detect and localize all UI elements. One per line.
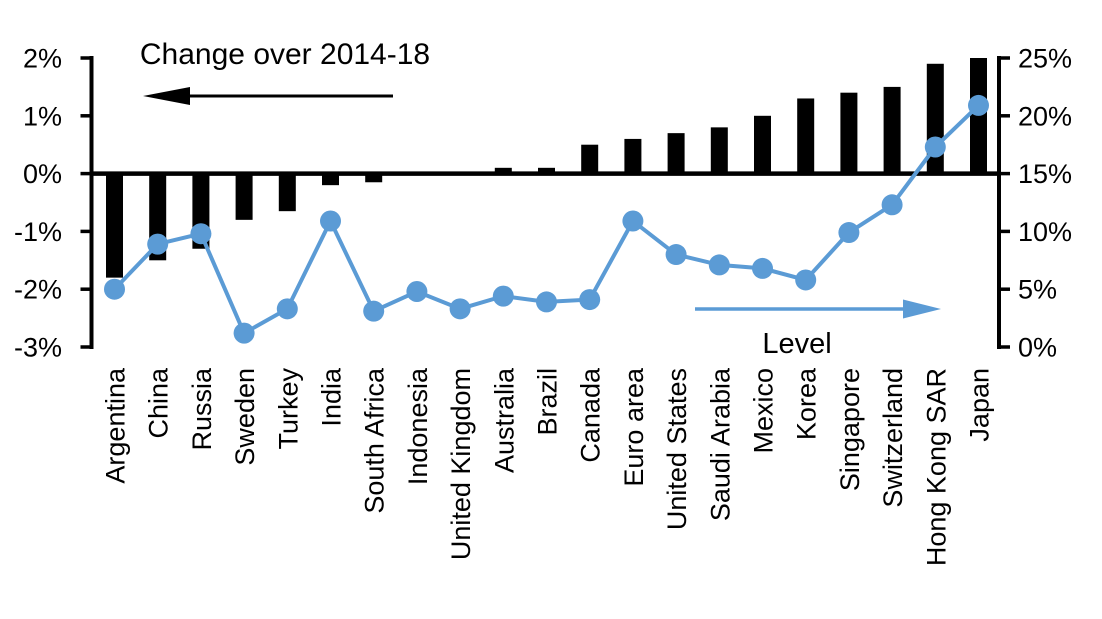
level-marker-Japan [968, 94, 989, 116]
level-marker-United Kingdom [449, 298, 471, 320]
bar-Canada [581, 144, 599, 174]
x-axis-label-Canada: Canada [576, 367, 606, 463]
level-marker-Sweden [233, 322, 255, 344]
level-marker-Saudi Arabia [708, 254, 730, 276]
line-series-label: Level [762, 328, 831, 360]
x-axis-label-Sweden: Sweden [230, 368, 260, 466]
bar-India [322, 173, 339, 186]
left-axis-tick-label: 0% [23, 159, 62, 189]
bar-United States [667, 133, 685, 174]
bar-Sweden [235, 173, 253, 220]
bar-Korea [797, 98, 815, 174]
level-marker-Singapore [838, 222, 860, 244]
right-axis-tick-label: 10% [1018, 217, 1072, 247]
left-axis-tick-label: 1% [23, 101, 62, 131]
x-axis-label-Russia: Russia [187, 367, 217, 451]
x-axis-label-Indonesia: Indonesia [403, 367, 433, 485]
x-axis-label-Euro area: Euro area [619, 367, 649, 487]
left-axis-tick-label: -1% [14, 217, 62, 247]
right-axis-tick-label: 5% [1018, 275, 1057, 305]
bar-Mexico [754, 115, 771, 174]
x-axis-label-South Africa: South Africa [360, 367, 390, 514]
right-arrow-icon [695, 299, 941, 319]
bar-series-label: Change over 2014-18 [140, 38, 430, 71]
x-axis-label-China: China [144, 367, 174, 439]
level-marker-United States [665, 244, 687, 266]
right-axis-tick-label: 25% [1018, 44, 1072, 74]
bar-South Africa [365, 173, 383, 183]
bar-Australia [494, 167, 512, 174]
left-axis-tick-label: -3% [14, 333, 62, 363]
level-marker-Argentina [104, 278, 125, 300]
bar-Singapore [840, 92, 858, 174]
x-axis-label-Switzerland: Switzerland [878, 368, 908, 508]
axes-layer [80, 56, 1010, 349]
x-axis-label-Singapore: Singapore [835, 368, 865, 491]
level-marker-China [147, 233, 169, 255]
bar-Brazil [538, 167, 555, 174]
level-marker-Mexico [752, 257, 773, 279]
level-marker-Australia [492, 285, 514, 307]
left-arrow-icon [143, 87, 393, 105]
level-marker-Turkey [276, 298, 298, 320]
level-marker-Korea [795, 269, 817, 291]
x-axis-label-Turkey: Turkey [273, 368, 303, 450]
level-marker-Russia [190, 223, 212, 245]
level-marker-Indonesia [406, 281, 428, 303]
x-axis-label-Korea: Korea [792, 367, 822, 440]
line-layer [104, 94, 989, 344]
level-marker-India [320, 210, 341, 232]
level-marker-Euro area [622, 210, 644, 232]
x-axis-label-Australia: Australia [489, 367, 519, 473]
bar-Saudi Arabia [710, 127, 728, 174]
level-marker-Brazil [536, 291, 557, 313]
bar-Switzerland [883, 86, 901, 174]
left-axis-tick-label: 2% [23, 44, 62, 74]
level-marker-Hong Kong SAR [924, 136, 946, 158]
right-axis-tick-label: 15% [1018, 159, 1072, 189]
x-axis-label-Saudi Arabia: Saudi Arabia [705, 367, 735, 521]
x-axis-label-United Kingdom: United Kingdom [446, 368, 476, 560]
x-axis-label-Brazil: Brazil [533, 368, 563, 436]
labels-layer: 2% 1% 0% -1% -2% -3% 25% 20% 15% 10% 5% 0% Argentina… [14, 44, 1072, 567]
left-axis-tick-label: -2% [14, 275, 62, 305]
right-axis-tick-label: 0% [1018, 333, 1057, 363]
x-axis-label-Mexico: Mexico [749, 368, 779, 454]
level-marker-Switzerland [881, 194, 903, 216]
bar-Argentina [106, 173, 123, 278]
right-axis-tick-label: 20% [1018, 101, 1072, 131]
bar-Turkey [278, 173, 296, 212]
x-axis-label-India: India [317, 367, 347, 427]
bars-layer [106, 58, 987, 278]
x-axis-label-United States: United States [662, 368, 692, 530]
level-marker-South Africa [363, 300, 385, 322]
x-axis-label-Japan: Japan [965, 368, 995, 442]
x-axis-label-Argentina: Argentina [101, 367, 131, 484]
bar-Euro area [624, 138, 642, 174]
x-axis-label-Hong Kong SAR: Hong Kong SAR [921, 368, 951, 566]
level-marker-Canada [579, 289, 601, 311]
